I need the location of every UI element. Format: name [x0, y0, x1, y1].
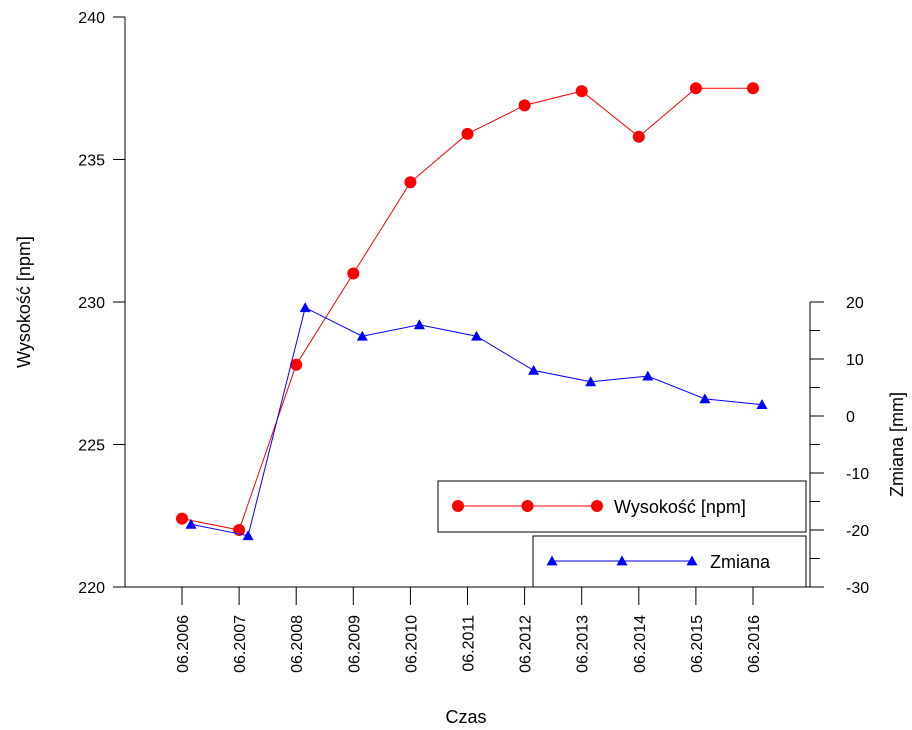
y-left-tick-label: 225	[78, 438, 105, 455]
y-left-tick-label: 220	[78, 580, 105, 597]
series-0-point	[689, 82, 702, 95]
series-0-point	[632, 130, 645, 143]
y-right-tick-label: -20	[846, 523, 869, 540]
legend-marker-0	[591, 500, 603, 512]
x-tick-label: 06.2008	[289, 615, 306, 673]
y-right-tick-label: -10	[846, 466, 869, 483]
series-layer	[176, 82, 768, 541]
x-tick-label: 06.2011	[461, 615, 478, 672]
x-tick-label: 06.2012	[518, 615, 535, 673]
y-axis-right-title: Zmiana [mm]	[887, 392, 907, 497]
y-right-tick-label: 0	[846, 409, 855, 426]
series-1-point	[242, 530, 254, 541]
series-1-point	[528, 364, 540, 375]
series-0-point	[575, 85, 588, 98]
series-1-point	[471, 330, 482, 341]
legend-label-0: Wysokość [npm]	[614, 497, 746, 517]
x-tick-label: 06.2006	[175, 615, 192, 673]
x-tick-label: 06.2014	[632, 615, 649, 673]
series-1-point	[356, 330, 368, 341]
legend-marker-1	[616, 555, 628, 566]
series-1-point	[699, 393, 711, 404]
series-0-point	[347, 267, 360, 280]
axes: 220 225 230 235 240 06.2006 06.2007 06.2008 06.2…	[78, 10, 869, 673]
y-left-tick-label: 230	[78, 295, 105, 312]
x-tick-label: 06.2010	[403, 615, 420, 673]
x-tick-label: 06.2009	[346, 615, 363, 673]
x-tick-label: 06.2007	[232, 615, 249, 673]
legend-marker-1	[546, 555, 558, 566]
series-0-point	[290, 358, 303, 371]
series-1-point	[413, 319, 425, 330]
x-tick-label: 06.2016	[746, 615, 763, 673]
series-0-point	[176, 512, 188, 525]
y-right-tick-label: 20	[846, 295, 864, 312]
x-tick-label: 06.2015	[689, 615, 706, 673]
series-1-point	[585, 376, 597, 387]
legend-marker-0	[521, 500, 534, 512]
legend: Wysokość [npm] Zmiana	[437, 480, 807, 588]
y-left-tick-label: 235	[78, 153, 105, 170]
series-1-point	[185, 518, 197, 529]
series-1-point	[299, 302, 311, 313]
legend-marker-1	[686, 555, 698, 566]
series-0-point	[404, 176, 417, 189]
y-right-tick-label: 10	[846, 352, 864, 369]
y-left-tick-label: 240	[78, 10, 105, 27]
y-axis-left-title: Wysokość [npm]	[14, 236, 34, 368]
x-axis-title: Czas	[445, 707, 486, 727]
series-0-point	[461, 127, 474, 140]
series-0-point	[747, 82, 759, 95]
series-1-point	[642, 370, 654, 381]
series-1-point	[756, 399, 768, 409]
x-tick-label: 06.2013	[575, 615, 592, 673]
series-0-point	[518, 99, 531, 112]
series-line-0	[181, 87, 753, 531]
legend-marker-0	[452, 500, 464, 512]
y-right-tick-label: -30	[846, 580, 869, 597]
legend-label-1: Zmiana	[710, 552, 771, 572]
